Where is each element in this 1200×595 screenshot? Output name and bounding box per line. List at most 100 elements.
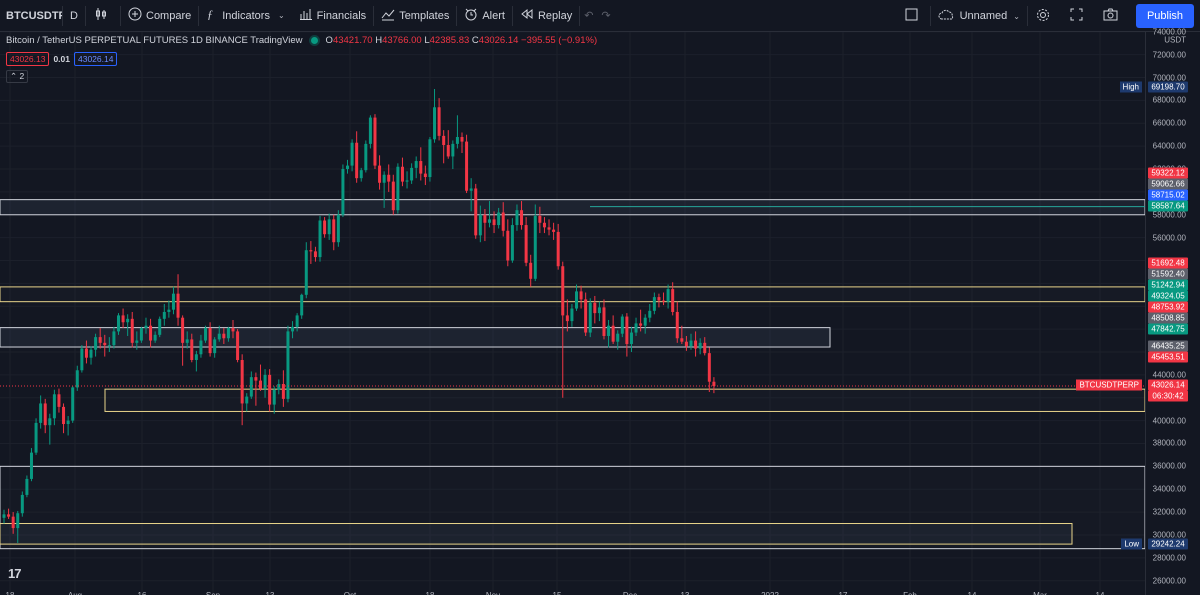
candle-body	[107, 345, 111, 347]
replay-button[interactable]: Replay	[513, 0, 579, 32]
candle	[94, 333, 98, 357]
candle	[552, 222, 556, 240]
candle-body	[144, 325, 148, 328]
buy-sell-panel: 43026.13 0.01 43026.14	[6, 52, 118, 66]
candle	[428, 137, 432, 182]
candle	[171, 286, 175, 315]
candle	[652, 292, 656, 315]
fullscreen-select-button[interactable]	[897, 0, 930, 32]
symbol-title[interactable]: Bitcoin / TetherUS PERPETUAL FUTURES 1D …	[6, 35, 303, 46]
price-label: 43026.14	[1148, 379, 1188, 391]
legend-collapse-button[interactable]: ⌃ 2	[6, 70, 29, 83]
candle	[657, 293, 661, 308]
candle-body	[277, 384, 281, 390]
candle	[666, 284, 670, 309]
candle-body	[533, 215, 537, 279]
chart-type-button[interactable]	[86, 0, 120, 32]
templates-button[interactable]: Templates	[374, 0, 456, 32]
buy-button[interactable]: 43026.14	[74, 52, 118, 66]
settings-button[interactable]	[1028, 0, 1062, 32]
candle-body	[405, 180, 409, 182]
time-tick-label: 15	[553, 591, 562, 595]
candle	[515, 204, 519, 231]
time-tick-label: Sep	[206, 591, 221, 595]
candle-body	[112, 331, 116, 346]
symbol-search-button[interactable]: BTCUSDTPERP	[6, 9, 62, 22]
price-axis[interactable]: USDT 74000.00 72000.00 70000.00 68000.00 6600…	[1145, 27, 1200, 595]
candle-body	[309, 250, 313, 252]
market-status-icon	[310, 37, 318, 44]
candle	[16, 510, 20, 543]
candle-body	[561, 266, 565, 316]
toolbar-divider	[456, 5, 458, 26]
candle	[323, 217, 327, 238]
publish-button[interactable]: Publish	[1136, 4, 1194, 28]
candle	[520, 201, 524, 230]
candle-body	[423, 173, 427, 178]
candle-body	[153, 334, 157, 341]
candle	[405, 171, 409, 189]
candle	[529, 254, 533, 287]
candle	[20, 491, 24, 517]
price-label: 48508.85	[1148, 312, 1188, 324]
undo-button[interactable]: ↶	[580, 0, 597, 32]
candle	[62, 403, 66, 434]
price-tick-label: 40000.00	[1152, 416, 1186, 426]
candle-body	[465, 141, 469, 191]
candle	[153, 331, 157, 343]
candle	[584, 292, 588, 336]
candle-body	[34, 422, 38, 453]
time-tick-label: 2022	[761, 591, 779, 595]
redo-button[interactable]: ↷	[597, 0, 614, 32]
financials-button[interactable]: Financials	[292, 0, 374, 32]
candle-body	[222, 333, 226, 339]
candle-body	[698, 342, 702, 349]
chevron-down-icon: ⌄	[1013, 11, 1020, 21]
alert-label: Alert	[482, 9, 505, 22]
time-tick-label: Oct	[344, 591, 357, 595]
candle	[139, 326, 143, 343]
tradingview-logo: 17	[8, 566, 22, 581]
candle	[465, 134, 469, 194]
candle	[34, 418, 38, 455]
candle	[263, 369, 267, 398]
candle-body	[602, 307, 606, 336]
candle-body	[126, 318, 130, 323]
camera-icon	[1103, 8, 1122, 24]
financials-label: Financials	[316, 9, 367, 22]
toolbar-divider	[373, 5, 375, 26]
candle-body	[268, 374, 272, 405]
candle	[455, 115, 459, 149]
candle	[675, 301, 679, 343]
candles-icon	[94, 7, 112, 24]
candle	[98, 327, 102, 349]
candle-body	[478, 214, 482, 236]
candle-body	[542, 222, 546, 228]
candle-body	[556, 231, 560, 267]
layout-name-button[interactable]: Unnamed ⌄	[931, 0, 1027, 32]
sell-button[interactable]: 43026.13	[6, 52, 50, 66]
candle-body	[313, 251, 317, 258]
fullscreen-button[interactable]	[1062, 0, 1095, 32]
candle-body	[675, 311, 679, 339]
indicators-button[interactable]: ƒ Indicators ⌄	[199, 0, 291, 32]
candle-body	[547, 227, 551, 230]
high-value: 43766.00	[382, 35, 422, 46]
snapshot-button[interactable]	[1095, 0, 1130, 32]
candle	[332, 214, 336, 251]
candle-body	[419, 161, 423, 174]
time-axis: 18 Aug 16 Sep 13 Oct 18 Nov 15 Dec 13 2022 17 Feb 14 Ma…	[6, 591, 1105, 595]
low-value: 42385.83	[429, 35, 470, 46]
candle-body	[515, 210, 519, 226]
candle	[112, 326, 116, 349]
cloud-icon	[938, 9, 960, 24]
candlestick-series	[2, 88, 716, 543]
compare-button[interactable]: Compare	[121, 0, 198, 32]
candle	[501, 202, 505, 237]
candle-body	[492, 219, 496, 226]
alert-button[interactable]: Alert	[457, 0, 512, 32]
time-tick-label: 14	[968, 591, 977, 595]
candle-body	[304, 250, 308, 295]
price-chart[interactable]: 18 Aug 16 Sep 13 Oct 18 Nov 15 Dec 13 2022 17 Feb 14 Ma…	[0, 32, 1145, 595]
interval-button[interactable]: D	[70, 9, 78, 22]
